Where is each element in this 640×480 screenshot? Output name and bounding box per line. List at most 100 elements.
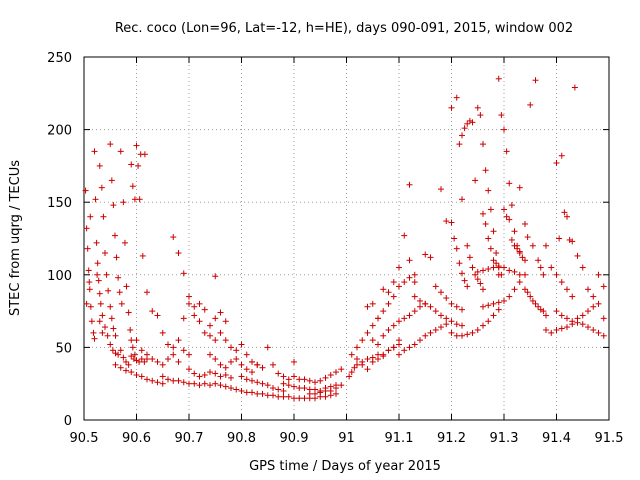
data-point	[228, 358, 234, 365]
data-point	[464, 242, 471, 249]
data-point	[96, 290, 103, 297]
data-point	[212, 315, 219, 322]
x-tick-label: 90.5	[70, 431, 99, 446]
data-point	[406, 312, 413, 319]
data-point	[170, 377, 177, 384]
data-point	[222, 337, 229, 344]
data-point	[107, 341, 114, 348]
data-point	[354, 344, 360, 351]
data-point	[453, 321, 460, 328]
data-point	[540, 271, 547, 278]
data-point	[485, 265, 492, 272]
data-point	[228, 374, 234, 381]
data-point	[390, 322, 397, 329]
data-point	[86, 279, 93, 286]
data-point	[524, 289, 531, 296]
data-point	[480, 141, 486, 148]
data-point	[102, 250, 108, 257]
data-point	[85, 267, 92, 274]
data-point	[474, 326, 481, 333]
data-point	[375, 341, 381, 348]
data-point	[406, 181, 413, 188]
data-point	[222, 383, 229, 390]
data-point	[312, 390, 318, 397]
y-axis-label: STEC from uqrg / TECUs	[8, 160, 23, 316]
data-point	[217, 361, 224, 368]
data-point	[448, 219, 455, 226]
data-point	[175, 337, 182, 344]
data-point	[464, 331, 471, 338]
data-point	[108, 177, 115, 184]
data-point	[112, 332, 119, 339]
data-point	[396, 318, 402, 325]
data-point	[259, 380, 266, 387]
data-point	[113, 254, 120, 261]
data-point	[385, 347, 392, 354]
data-point	[495, 75, 502, 82]
data-point	[207, 369, 213, 376]
x-tick-label: 90.7	[175, 431, 204, 446]
data-point	[254, 361, 261, 368]
data-point	[501, 126, 507, 133]
data-point	[508, 236, 515, 243]
data-point	[136, 196, 143, 203]
data-point	[207, 351, 213, 358]
data-point	[112, 361, 119, 368]
data-point	[427, 329, 434, 336]
data-point	[585, 286, 591, 293]
data-point	[291, 373, 297, 380]
data-point	[508, 202, 515, 209]
data-point	[574, 252, 581, 259]
data-point	[443, 315, 450, 322]
data-point	[511, 286, 518, 293]
data-point	[354, 356, 360, 363]
data-point	[133, 357, 140, 364]
data-point	[133, 337, 140, 344]
data-point	[553, 159, 560, 166]
data-point	[590, 326, 597, 333]
data-point	[115, 351, 122, 358]
data-point	[495, 299, 502, 306]
data-point	[144, 289, 150, 296]
chart-title: Rec. coco (Lon=96, Lat=-12, h=HE), days …	[115, 21, 573, 36]
data-point	[493, 260, 500, 267]
data-point	[301, 395, 308, 402]
data-point	[97, 300, 104, 307]
data-point	[238, 373, 245, 380]
data-point	[503, 148, 510, 155]
data-point	[93, 239, 100, 246]
data-point	[322, 387, 329, 394]
data-point	[519, 254, 526, 261]
data-point	[385, 326, 392, 333]
data-point	[477, 280, 484, 287]
data-point	[170, 351, 177, 358]
data-point	[275, 386, 282, 393]
data-point	[107, 303, 114, 310]
data-point	[527, 101, 534, 108]
data-point	[86, 286, 93, 293]
data-point	[100, 213, 107, 220]
data-point	[222, 318, 229, 325]
data-point	[480, 322, 486, 329]
data-point	[453, 303, 460, 310]
data-point	[129, 344, 136, 351]
data-point	[165, 376, 171, 383]
data-point	[553, 271, 560, 278]
data-point	[459, 306, 465, 313]
data-point	[120, 199, 127, 206]
data-point	[406, 257, 413, 264]
data-point	[564, 286, 570, 293]
data-point	[469, 329, 476, 336]
data-point	[464, 283, 471, 290]
data-point	[443, 295, 450, 302]
data-point	[201, 306, 208, 313]
data-point	[485, 302, 492, 309]
data-point	[110, 325, 117, 332]
data-point	[180, 347, 187, 354]
data-point	[495, 306, 502, 313]
data-point	[83, 300, 90, 307]
data-point	[92, 196, 99, 203]
data-point	[469, 119, 476, 126]
x-tick-label: 91.1	[385, 431, 414, 446]
